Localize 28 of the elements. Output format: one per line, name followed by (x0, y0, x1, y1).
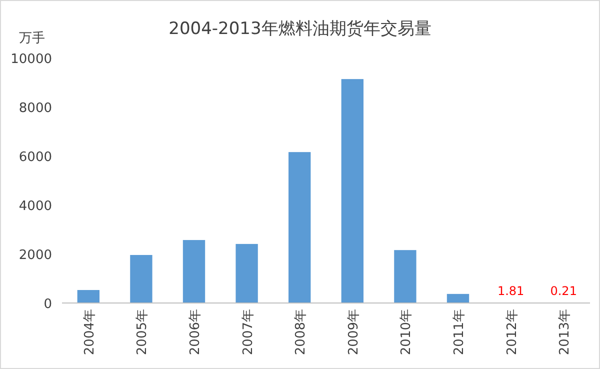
x-tick-label: 2004年 (82, 309, 98, 356)
y-tick-label: 6000 (18, 150, 52, 165)
x-tick-label: 2013年 (558, 309, 573, 356)
bar (341, 79, 364, 303)
bar (77, 290, 100, 303)
x-tick-label: 2005年 (135, 309, 150, 356)
x-tick-label: 2012年 (504, 309, 520, 356)
x-tick-label: 2008年 (294, 309, 309, 356)
x-tick-label: 2011年 (452, 309, 467, 356)
chart-title: 2004-2013年燃料油期货年交易量 (168, 19, 432, 39)
data-label: 1.81 (497, 284, 524, 298)
y-tick-label: 4000 (18, 199, 52, 214)
x-tick-label: 2006年 (188, 309, 203, 356)
y-tick-label: 2000 (18, 248, 52, 263)
bar (394, 250, 416, 303)
bar (446, 294, 470, 303)
y-tick-label: 8000 (18, 101, 52, 116)
x-tick-label: 2007年 (240, 309, 256, 356)
y-axis-title: 万手 (19, 31, 45, 46)
x-tick-label: 2010年 (399, 309, 414, 356)
bar (130, 254, 152, 303)
bar (236, 244, 258, 303)
bar (288, 152, 311, 303)
bar (182, 240, 206, 303)
x-tick-label: 2009年 (346, 309, 362, 356)
data-label: 0.21 (550, 284, 577, 298)
y-tick-label: 0 (44, 297, 52, 312)
y-tick-label: 10000 (10, 52, 52, 67)
